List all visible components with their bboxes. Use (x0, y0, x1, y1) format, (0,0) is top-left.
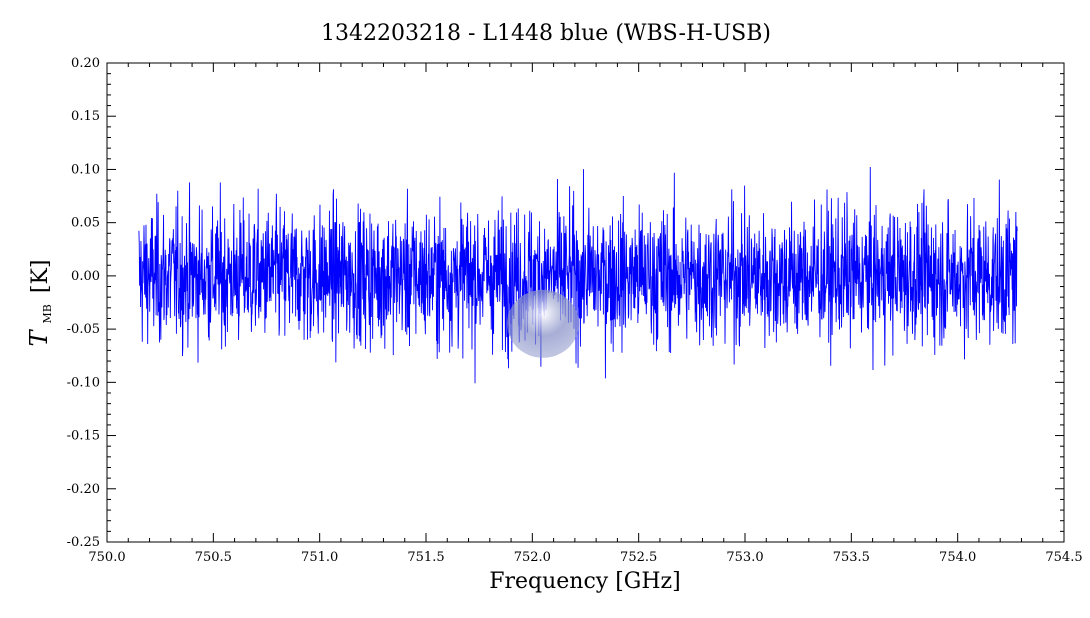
x-tick-label: 750.0 (88, 550, 125, 565)
x-tick-label: 754.5 (1045, 550, 1082, 565)
y-axis-label-sub: MB (41, 304, 54, 323)
x-tick-label: 754.0 (939, 550, 976, 565)
y-tick-label: 0.20 (71, 56, 100, 71)
y-axis-label: T MB [K] (25, 260, 57, 347)
svg-text:T MB [K]: T MB [K] (25, 260, 57, 347)
y-tick-label: 0.05 (71, 216, 100, 231)
highlight-marker (506, 289, 579, 358)
plot-frame (106, 62, 1065, 543)
y-tick-label: 0.15 (71, 109, 100, 124)
y-tick-label: -0.25 (67, 535, 100, 550)
x-tick-label: 750.5 (195, 550, 232, 565)
x-tick-label: 753.5 (833, 550, 870, 565)
chart-title: 1342203218 - L1448 blue (WBS-H-USB) (321, 21, 771, 46)
x-tick-label: 753.0 (726, 550, 763, 565)
y-axis-label-main: T (25, 328, 53, 346)
y-tick-label: 0.10 (71, 162, 100, 177)
x-tick-label: 751.5 (407, 550, 444, 565)
y-tick-label: -0.05 (67, 322, 100, 337)
x-axis-label: Frequency [GHz] (489, 569, 681, 594)
y-tick-label: -0.10 (67, 375, 100, 390)
x-axis: 750.0 750.5 751.0 751.5 752.0 752.5 753.0 753.5… (88, 63, 1083, 565)
spectrum-series-line (138, 166, 1018, 384)
y-tick-label: 0.00 (71, 269, 100, 284)
x-tick-label: 751.0 (301, 550, 338, 565)
x-tick-label: 752.0 (514, 550, 551, 565)
y-tick-label: -0.15 (67, 429, 100, 444)
x-tick-label: 752.5 (620, 550, 657, 565)
y-axis-label-unit: [K] (28, 260, 53, 294)
plot-area (106, 62, 1065, 543)
y-tick-label: -0.20 (67, 482, 100, 497)
y-axis: 0.20 0.15 0.10 0.05 0.00 -0.05 -0.10 -0.15 -0.20… (67, 56, 1064, 550)
